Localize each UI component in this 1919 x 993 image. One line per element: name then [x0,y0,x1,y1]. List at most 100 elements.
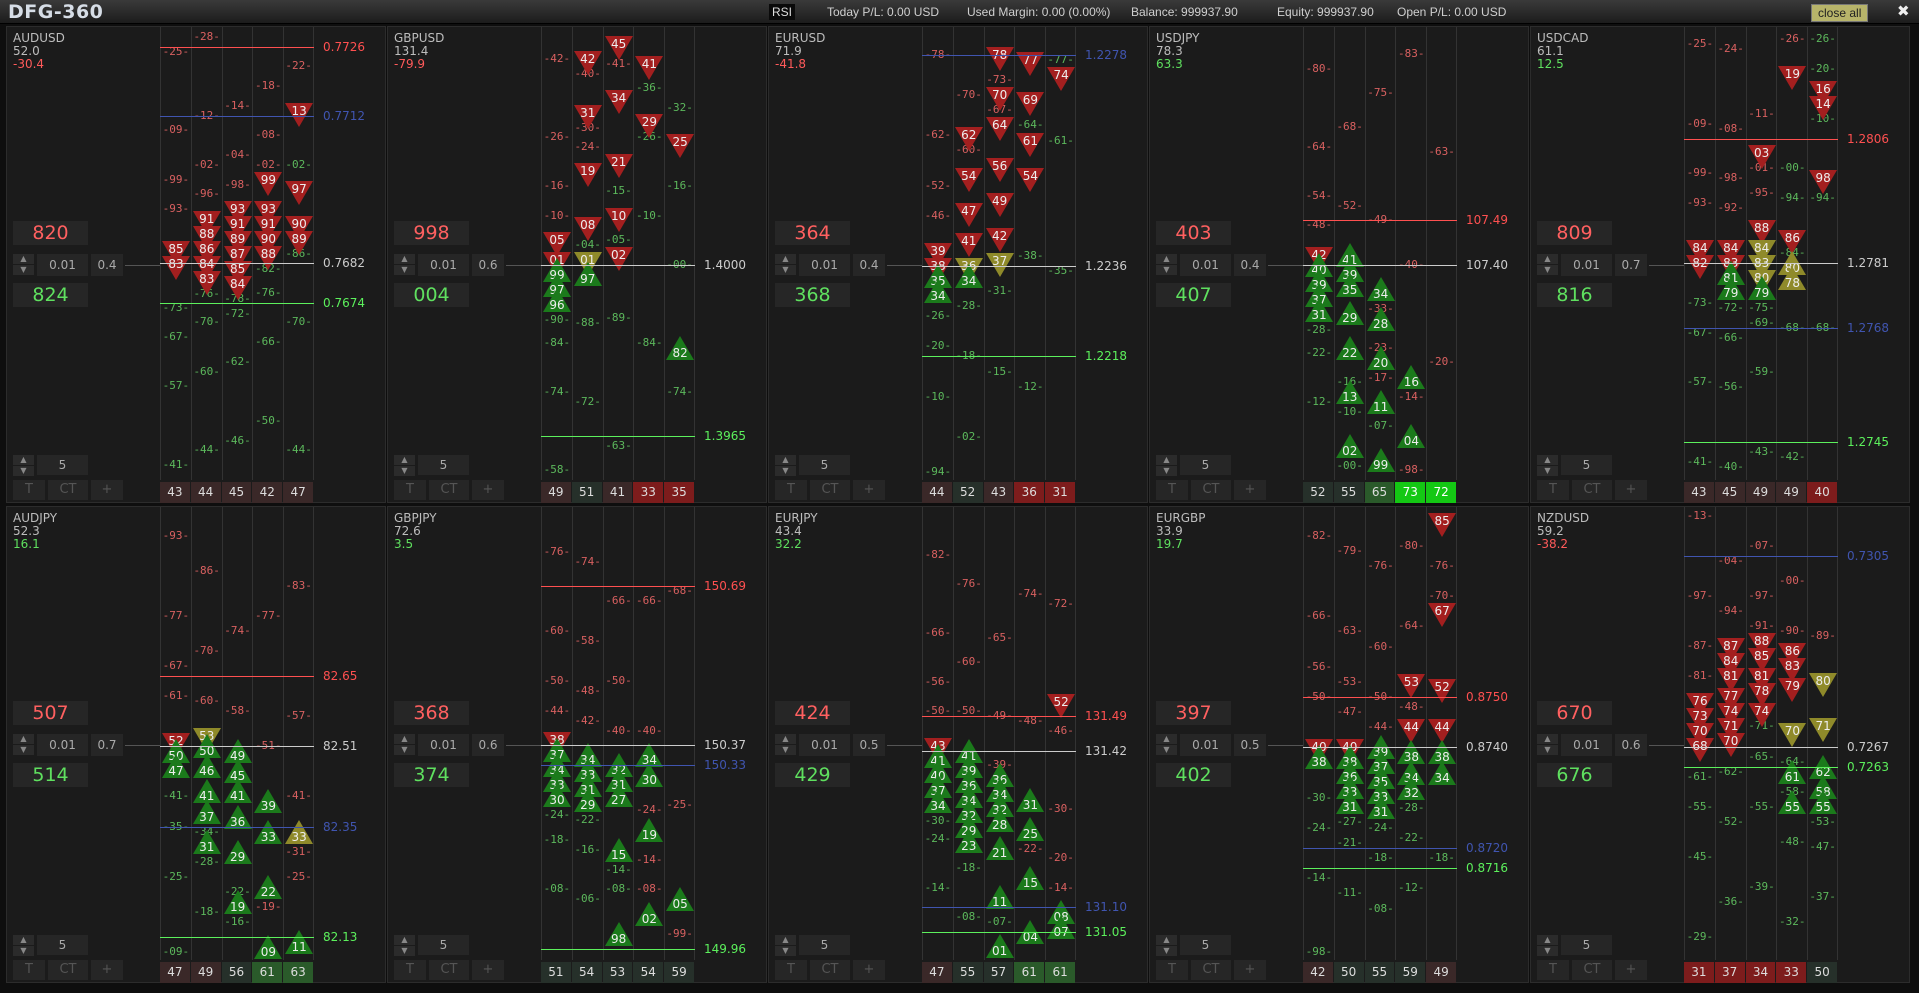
buy-price-button[interactable]: 429 [775,763,850,787]
ct-button[interactable]: CT [1572,960,1612,980]
sell-signal-marker[interactable]: 87 [1716,637,1746,663]
buy-signal-marker[interactable]: 34 [1427,760,1457,786]
sell-price-button[interactable]: 368 [394,701,469,725]
ct-button[interactable]: CT [48,960,88,980]
sell-signal-marker[interactable]: 42 [573,50,603,76]
stepper-down-icon[interactable]: ▼ [13,946,34,956]
t-button[interactable]: T [1537,960,1569,980]
buy-signal-marker[interactable]: 36 [223,804,253,830]
sell-signal-marker[interactable]: 19 [573,162,603,188]
add-button[interactable]: + [1234,960,1266,980]
buy-signal-marker[interactable]: 25 [1015,816,1045,842]
qty-stepper[interactable]: ▲ ▼ [1537,455,1558,477]
sell-signal-marker[interactable]: 84 [1685,239,1715,265]
buy-signal-marker[interactable]: 04 [1396,423,1426,449]
sell-signal-marker[interactable]: 88 [1747,219,1777,245]
sell-signal-marker[interactable]: 84 [223,275,253,301]
stepper-down-icon[interactable]: ▼ [1156,265,1177,275]
buy-signal-marker[interactable]: 34 [1366,276,1396,302]
buy-signal-marker[interactable]: 01 [985,933,1015,959]
add-button[interactable]: + [853,960,885,980]
sell-signal-marker[interactable]: 78 [985,46,1015,72]
stepper-down-icon[interactable]: ▼ [1537,946,1558,956]
t-button[interactable]: T [775,960,807,980]
sell-signal-marker[interactable]: 91 [253,215,283,241]
ct-button[interactable]: CT [810,960,850,980]
sell-signal-marker[interactable]: 90 [253,230,283,256]
lot-stepper[interactable]: ▲ ▼ [1156,254,1177,276]
sell-signal-marker[interactable]: 44 [1427,718,1457,744]
stepper-up-icon[interactable]: ▲ [394,254,415,264]
sell-price-button[interactable]: 820 [13,221,88,245]
buy-signal-marker[interactable]: 55 [1808,789,1838,815]
sell-price-button[interactable]: 364 [775,221,850,245]
buy-signal-marker[interactable]: 31 [1366,794,1396,820]
sell-signal-marker[interactable]: 16 [1808,80,1838,106]
stepper-down-icon[interactable]: ▼ [394,946,415,956]
buy-signal-marker[interactable]: 13 [1335,379,1365,405]
sell-signal-marker[interactable]: 89 [284,230,314,256]
sell-signal-marker[interactable]: 70 [1716,732,1746,758]
sell-signal-marker[interactable]: 64 [985,116,1015,142]
buy-signal-marker[interactable]: 05 [665,886,695,912]
sell-signal-marker[interactable]: 91 [192,210,222,236]
buy-signal-marker[interactable]: 29 [573,787,603,813]
buy-signal-marker[interactable]: 21 [985,835,1015,861]
sell-signal-marker[interactable]: 68 [1685,737,1715,763]
buy-signal-marker[interactable]: 97 [573,261,603,287]
sell-price-button[interactable]: 397 [1156,701,1231,725]
buy-signal-marker[interactable]: 45 [223,758,253,784]
stepper-down-icon[interactable]: ▼ [394,265,415,275]
stepper-up-icon[interactable]: ▲ [1537,455,1558,465]
sell-signal-marker[interactable]: 42 [985,227,1015,253]
lot-stepper[interactable]: ▲ ▼ [1537,254,1558,276]
sell-signal-marker[interactable]: 54 [954,167,984,193]
quantity-field[interactable]: 5 [37,935,88,955]
add-button[interactable]: + [1234,480,1266,500]
ct-button[interactable]: CT [429,480,469,500]
sell-price-button[interactable]: 809 [1537,221,1612,245]
buy-signal-marker[interactable]: 22 [1335,335,1365,361]
buy-signal-marker[interactable]: 02 [1335,433,1365,459]
t-button[interactable]: T [775,480,807,500]
buy-signal-marker[interactable]: 11 [1366,389,1396,415]
sell-signal-marker[interactable]: 49 [985,192,1015,218]
sell-signal-marker[interactable]: 21 [604,153,634,179]
buy-price-button[interactable]: 407 [1156,283,1231,307]
add-button[interactable]: + [1615,480,1647,500]
buy-signal-marker[interactable]: 99 [1366,447,1396,473]
buy-signal-marker[interactable]: 46 [192,753,222,779]
sell-signal-marker[interactable]: 34 [604,89,634,115]
stepper-up-icon[interactable]: ▲ [1156,734,1177,744]
sell-signal-marker[interactable]: 86 [1777,229,1807,255]
buy-signal-marker[interactable]: 79 [1747,275,1777,301]
lot-size-field[interactable]: 0.01 [37,254,88,276]
sell-signal-marker[interactable]: 79 [1777,677,1807,703]
neutral-signal-marker[interactable]: 33 [284,819,314,845]
stepper-up-icon[interactable]: ▲ [1537,254,1558,264]
buy-signal-marker[interactable]: 31 [1304,297,1334,323]
buy-signal-marker[interactable]: 11 [284,929,314,955]
sell-signal-marker[interactable]: 81 [1716,667,1746,693]
sell-signal-marker[interactable]: 70 [1685,722,1715,748]
sell-signal-marker[interactable]: 77 [1716,687,1746,713]
stepper-down-icon[interactable]: ▼ [1537,745,1558,755]
sell-signal-marker[interactable]: 81 [1747,667,1777,693]
buy-signal-marker[interactable]: 20 [1366,345,1396,371]
qty-stepper[interactable]: ▲ ▼ [13,455,34,477]
stepper-up-icon[interactable]: ▲ [775,935,796,945]
sell-signal-marker[interactable]: 78 [1747,682,1777,708]
stepper-up-icon[interactable]: ▲ [775,455,796,465]
sell-signal-marker[interactable]: 62 [954,126,984,152]
buy-signal-marker[interactable]: 23 [954,828,984,854]
buy-signal-marker[interactable]: 41 [192,778,222,804]
sell-signal-marker[interactable]: 77 [1015,51,1045,77]
buy-signal-marker[interactable]: 32 [1396,775,1426,801]
buy-signal-marker[interactable]: 04 [1015,919,1045,945]
buy-signal-marker[interactable]: 34 [634,742,664,768]
sell-price-button[interactable]: 670 [1537,701,1612,725]
quantity-field[interactable]: 5 [1180,455,1231,475]
stepper-up-icon[interactable]: ▲ [1537,734,1558,744]
qty-stepper[interactable]: ▲ ▼ [13,935,34,957]
sell-signal-marker[interactable]: 97 [284,180,314,206]
